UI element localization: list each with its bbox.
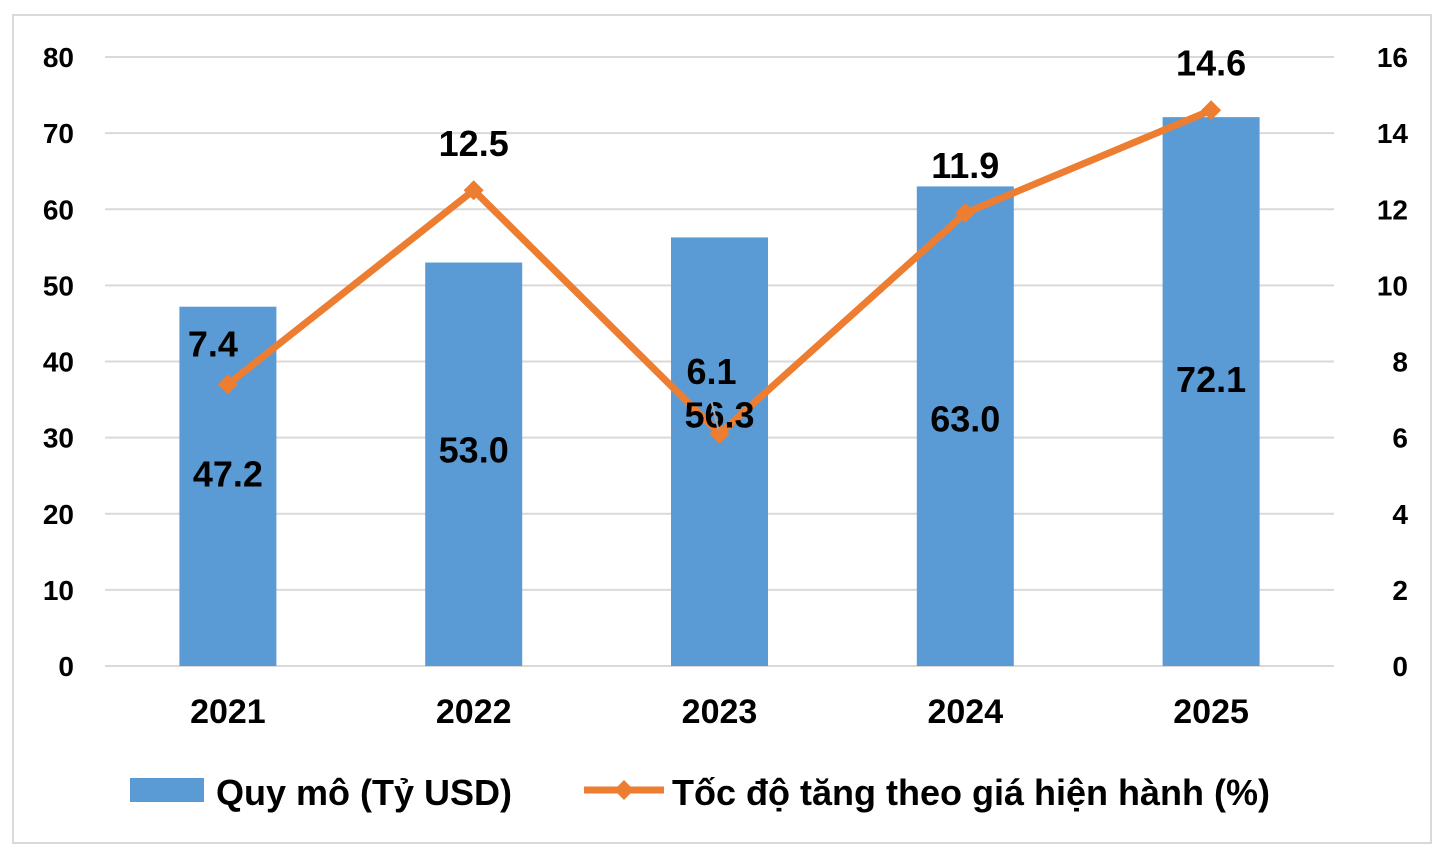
legend-label-bar: Quy mô (Tỷ USD) — [216, 772, 512, 813]
line-point — [463, 180, 484, 201]
y-right-tick-label: 0 — [1392, 651, 1408, 682]
y-right-tick-label: 4 — [1392, 499, 1408, 530]
y-right-tick-label: 8 — [1392, 347, 1408, 378]
data-labels: 47.2 53.0 56.3 63.0 72.1 7.4 12.5 6.1 11.9 14.6 — [188, 42, 1246, 494]
bar-data-label: 72.1 — [1176, 359, 1246, 400]
y-right-tick-label: 2 — [1392, 575, 1408, 606]
y-right-tick-label: 12 — [1377, 194, 1408, 225]
y-right-tick-label: 16 — [1377, 42, 1408, 73]
y-right-tick-label: 14 — [1377, 118, 1409, 149]
bar-data-label: 56.3 — [684, 394, 754, 435]
bar — [1162, 117, 1260, 667]
gridlines — [105, 56, 1334, 667]
y-left-tick-label: 20 — [43, 499, 74, 530]
legend-swatch-marker — [614, 780, 634, 800]
line-series — [217, 100, 1222, 444]
bar-data-label: 63.0 — [930, 398, 1000, 439]
y-left-tick-label: 0 — [58, 651, 74, 682]
line-point — [709, 423, 730, 444]
legend-swatch-bar — [130, 778, 204, 802]
y-left-tick-label: 70 — [43, 118, 74, 149]
x-tick-label: 2021 — [190, 693, 266, 731]
x-tick-label: 2022 — [436, 693, 512, 731]
line-data-label: 6.1 — [686, 351, 736, 392]
bar — [671, 237, 768, 666]
y-left-tick-label: 40 — [43, 347, 74, 378]
y-right-tick-label: 6 — [1392, 423, 1408, 454]
line-point — [1201, 100, 1222, 121]
y-left-tick-label: 10 — [43, 575, 74, 606]
legend: Quy mô (Tỷ USD) Tốc độ tăng theo giá hiệ… — [130, 772, 1270, 813]
y-left-tick-label: 80 — [43, 42, 74, 73]
bar — [179, 306, 277, 666]
axes: 0 10 20 30 40 50 60 70 80 0 2 4 6 8 10 12 14 16 2021 2022 20… — [43, 42, 1409, 731]
label-leader-line — [710, 401, 720, 431]
line-data-label: 12.5 — [439, 123, 509, 164]
bar — [916, 186, 1014, 666]
line-point — [217, 374, 238, 395]
line-data-label: 14.6 — [1176, 42, 1246, 83]
chart-frame — [12, 14, 1432, 844]
line-data-label: 7.4 — [188, 323, 238, 364]
x-tick-label: 2023 — [682, 693, 758, 731]
bar-series — [179, 117, 1260, 667]
y-left-tick-label: 30 — [43, 423, 74, 454]
bar-data-label: 53.0 — [439, 430, 509, 471]
x-tick-label: 2024 — [927, 693, 1003, 731]
legend-label-line: Tốc độ tăng theo giá hiện hành (%) — [672, 772, 1270, 813]
y-left-tick-label: 60 — [43, 194, 74, 225]
bar-data-label: 47.2 — [193, 454, 263, 495]
line-point — [955, 203, 976, 224]
line-data-label: 11.9 — [931, 145, 999, 186]
x-tick-label: 2025 — [1173, 693, 1249, 731]
y-right-tick-label: 10 — [1377, 270, 1408, 301]
y-left-tick-label: 50 — [43, 270, 74, 301]
bar — [425, 262, 523, 666]
